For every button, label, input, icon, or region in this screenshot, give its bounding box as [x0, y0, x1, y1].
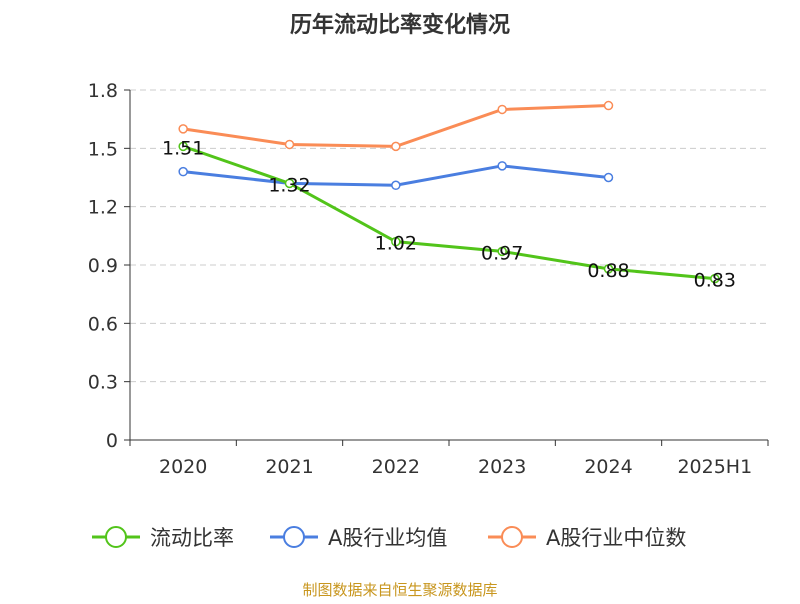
y-tick-label: 1.8: [88, 80, 118, 102]
data-point[interactable]: [391, 141, 401, 152]
data-point[interactable]: [497, 246, 507, 257]
data-point[interactable]: [710, 273, 720, 284]
data-point[interactable]: [284, 178, 295, 189]
data-point[interactable]: [178, 141, 188, 152]
data-label: 0.83: [694, 270, 736, 292]
source-note: 制图数据来自恒生聚源数据库: [302, 581, 497, 599]
y-tick-label: 0.6: [88, 313, 118, 335]
x-tick-label: 2021: [265, 456, 313, 478]
series-line: [182, 104, 609, 148]
y-tick-label: 0: [106, 430, 118, 452]
legend-marker-icon: [105, 526, 127, 548]
legend-label: A股行业均值: [328, 526, 447, 550]
series-line: [182, 144, 715, 281]
data-point[interactable]: [603, 264, 614, 274]
x-tick-label: 2022: [372, 456, 420, 478]
x-tick-label: 2023: [478, 456, 526, 478]
legend-marker-icon: [501, 526, 523, 548]
data-label: 0.97: [481, 242, 523, 264]
legend-item[interactable]: A股行业中位数: [488, 526, 686, 550]
data-point[interactable]: [178, 124, 188, 134]
data-label: 1.32: [268, 174, 310, 196]
data-point[interactable]: [284, 139, 295, 150]
y-tick-label: 0.9: [88, 255, 118, 277]
y-tick-label: 0.3: [88, 372, 118, 394]
data-point[interactable]: [178, 166, 188, 177]
y-tick-label: 1.5: [88, 138, 118, 160]
data-label: 0.88: [587, 260, 629, 282]
data-point[interactable]: [497, 104, 507, 115]
legend-marker-icon: [283, 526, 305, 548]
data-point[interactable]: [497, 161, 507, 171]
legend-label: 流动比率: [150, 526, 234, 550]
chart-title: 历年流动比率变化情况: [290, 12, 510, 38]
legend-item[interactable]: 流动比率: [92, 526, 234, 550]
data-label: 1.51: [162, 137, 204, 159]
data-point[interactable]: [391, 180, 401, 191]
data-point[interactable]: [603, 172, 614, 183]
data-point[interactable]: [603, 100, 614, 111]
legend-item[interactable]: A股行业均值: [270, 526, 447, 550]
x-tick-label: 2020: [159, 456, 207, 478]
data-label: 1.02: [375, 233, 417, 255]
y-tick-label: 1.2: [88, 197, 118, 219]
legend-label: A股行业中位数: [546, 526, 686, 550]
x-tick-label: 2025H1: [677, 456, 752, 478]
x-tick-label: 2024: [584, 456, 632, 478]
data-point[interactable]: [391, 236, 401, 247]
